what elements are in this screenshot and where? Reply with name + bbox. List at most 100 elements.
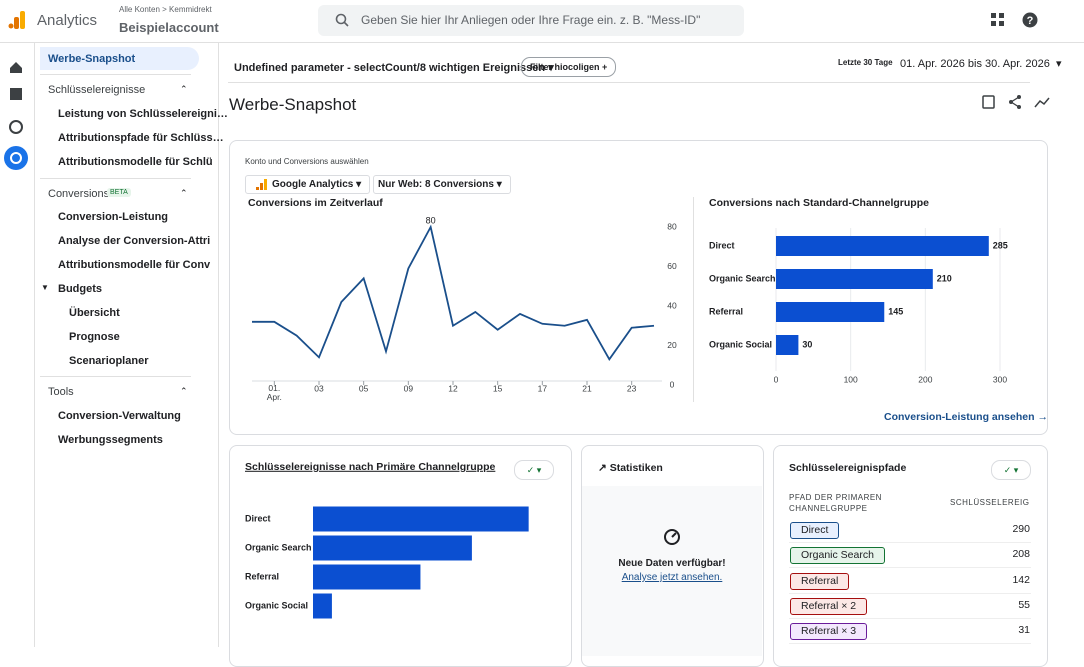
y-tick-label: Organic Social [709,339,772,349]
x-tick-label: 05 [359,383,369,393]
bar [313,593,332,619]
row-divider [789,567,1031,569]
x-tick-label: 0 [774,374,779,384]
apps-icon[interactable] [991,13,1005,27]
nav-item[interactable]: Conversion-Leistung [58,211,169,223]
compare-button[interactable]: ✓ ▾ [514,460,554,480]
chevron[interactable]: ⌃ [180,84,188,94]
caret: ▼ [41,283,49,292]
y-tick-label: Referral [245,571,279,581]
parameter[interactable]: Undefined parameter - selectCount/8 wich… [234,62,546,74]
app-name: Analytics [37,12,98,29]
y-tick-label: 20 [667,340,677,350]
edit-icon[interactable] [982,95,995,109]
conversion-select[interactable]: Nur Web: 8 Conversions ▾ [373,175,511,194]
parameter-select[interactable]: Undefined parameter - selectCount/8 wich… [234,62,554,74]
link[interactable]: Conversion-Leistung ansehen → [884,411,1048,423]
x-tick-label: 03 [314,383,324,393]
chevron[interactable]: ⌃ [180,188,188,198]
svg-text:?: ? [1027,15,1034,27]
data-label: 210 [937,273,952,283]
y-tick-label: 40 [667,300,677,310]
chart-title: Conversions im Zeitverlauf [248,197,383,209]
nav-group[interactable]: Budgets [58,283,102,295]
data-label: 80 [426,215,436,225]
link-text[interactable]: Conversion-Leistung ansehen [884,411,1035,423]
breadcrumb[interactable]: Alle Konten > Kemmidrekt [119,5,212,14]
column-header: PFAD DER PRIMAREN CHANNELGRUPPE [789,493,882,513]
help-icon[interactable]: ? [1022,12,1038,28]
bar [776,269,933,289]
nav-item[interactable]: Conversion-Verwaltung [58,410,181,422]
account-name[interactable]: Beispielaccount [119,20,219,35]
data-label: 145 [888,306,903,316]
search-box[interactable] [318,5,744,36]
insights-icon[interactable] [1034,97,1050,108]
account-select[interactable]: Google Analytics ▾ [245,175,371,194]
compare-button[interactable]: ✓ ▾ [991,460,1031,480]
stats-body [582,486,762,656]
y-tick-label: Referral [709,306,743,316]
reports-icon[interactable] [10,88,22,100]
nav-section[interactable]: Tools [48,386,74,398]
y-tick-label: Organic Search [709,273,776,283]
crumb[interactable]: Kemmidrekt [169,5,212,14]
divider [228,82,1030,83]
date-range[interactable]: 01. Apr. 2026 bis 30. Apr. 2026 ▾ [900,58,1062,70]
nav-item[interactable]: Übersicht [69,307,120,319]
x-tick-label: 200 [918,374,932,384]
chevron[interactable]: ⌃ [180,386,188,396]
nav-item[interactable]: Scenarioplaner [69,355,149,367]
home-icon[interactable] [10,62,22,73]
explore-icon[interactable] [9,120,23,134]
path-value: 55 [1018,598,1030,611]
nav-item[interactable]: Attributionsmodelle für Schlü [58,156,213,168]
nav-item[interactable]: Analyse der Conversion-Attri [58,235,211,247]
x-tick-label: 15 [493,383,503,393]
tick-word: Apr. [267,392,282,402]
x-tick-label: 17 [538,383,548,393]
crumb[interactable]: Alle Konten [119,5,160,14]
nav-section[interactable]: Conversions [48,188,110,200]
column-header: SCHLÜSSELEREIGI [950,498,1030,507]
header [0,0,1084,43]
stats-message: Neue Daten verfügbar! [618,558,726,569]
path-value: 208 [1012,548,1030,561]
date-text[interactable]: 01. Apr. 2026 bis 30. Apr. 2026 [900,58,1050,70]
x-tick-label: 23 [627,383,637,393]
path-chip: Referral [790,572,850,590]
nav-item[interactable]: Attributionsmodelle für Conv [58,259,211,271]
nav-item[interactable]: Werbungssegments [58,434,163,446]
bar [313,564,421,590]
title-actions [982,95,1050,109]
y-tick-label: Organic Social [245,600,308,610]
select-text[interactable]: Nur Web: 8 Conversions [378,179,494,190]
x-tick-label: 300 [993,374,1007,384]
nav-item[interactable]: Prognose [69,331,120,343]
sidebar [34,42,219,647]
share-icon[interactable] [1009,95,1021,109]
advertising-icon[interactable] [4,146,28,170]
row-divider [789,542,1031,543]
divider [40,376,191,377]
search-placeholder: Geben Sie hier Ihr Anliegen oder Ihre Fr… [361,13,701,27]
stats-link[interactable]: Analyse jetzt ansehen. [621,572,723,583]
filter-label[interactable]: Filter hiocoligen [530,62,600,72]
path-value: 142 [1012,573,1030,586]
nav-item[interactable]: Attributionspfade für Schlüss… [58,132,224,144]
nav-item[interactable]: Werbe-Snapshot [48,53,136,65]
divider [40,74,191,75]
bar [776,236,989,256]
chart-title[interactable]: Schlüsselereignisse nach Primäre Channel… [245,461,495,473]
select-text[interactable]: Google Analytics [272,179,354,190]
charts: Conversions im Zeitverlauf 0 20 40 60 80 01. Ap… [245,197,1008,619]
nav-item[interactable]: Leistung von Schlüsselereigni… [58,108,228,120]
x-tick-label: 09 [404,383,414,393]
date-label: Letzte 30 Tage [838,58,893,67]
nav-section[interactable]: Schlüsselereignisse [48,84,146,96]
card-label: Konto und Conversions auswählen [245,157,369,166]
filter-button[interactable]: Filter hiocoligen + [521,57,617,77]
page-title: Werbe-Snapshot [229,95,357,114]
stats-title-text: Statistiken [609,462,663,474]
